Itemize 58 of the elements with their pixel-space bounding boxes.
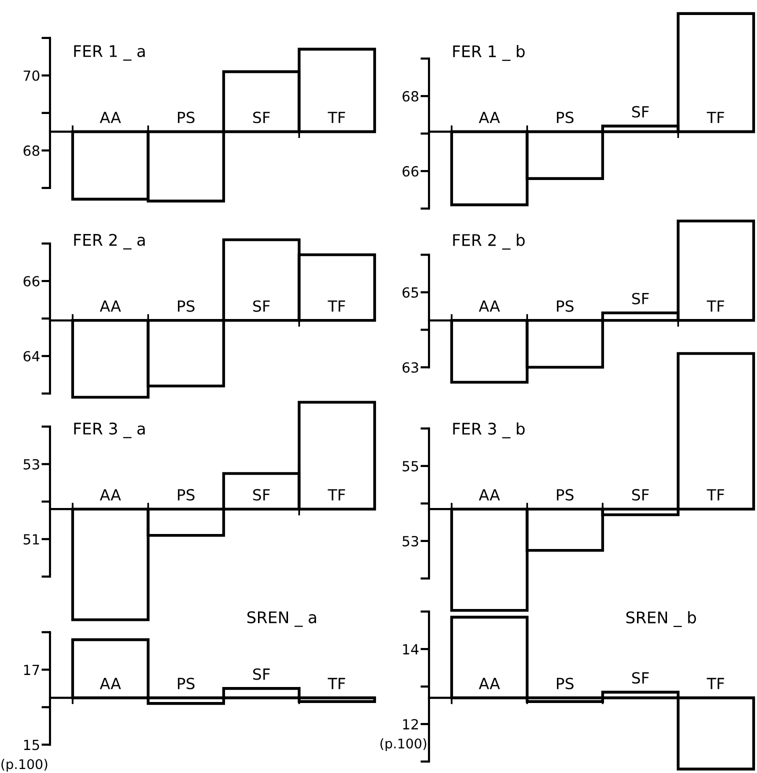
x-tick-label: TF [706,300,724,312]
y-tick-label: 51 [24,534,39,545]
y-tick-label: 53 [402,536,418,546]
x-tick-label: PS [556,678,574,690]
x-tick-label: AA [478,112,500,123]
y-tick-label: 68 [402,91,418,102]
x-tick-label: PS [178,678,195,690]
chart-title: FER 1 _ b [453,45,525,61]
y-tick-label: 64 [24,350,40,362]
x-tick-label: SF [632,292,649,304]
y-tick-label: 15 [24,740,40,750]
y-tick-label: 12 [403,719,418,730]
y-tick-label: 66 [24,276,40,286]
x-tick-label: SF [632,106,649,118]
x-tick-label: PS [178,112,195,124]
x-tick-label: TF [706,112,724,123]
x-tick-label: TF [328,300,346,312]
x-tick-label: SF [253,112,270,124]
x-tick-label: SF [632,672,649,684]
y-tick-label: 55 [402,461,418,472]
x-tick-label: AA [100,489,121,500]
chart-title: SREN _ b [626,611,696,627]
y-tick-label: 53 [24,459,40,470]
x-tick-label: TF [328,678,346,690]
x-tick-label: AA [478,678,500,690]
x-tick-label: PS [556,112,574,124]
text: (p.100) [1,758,48,772]
x-tick-label: AA [478,489,500,500]
y-tick-label: 66 [402,166,418,177]
x-tick-label: PS [556,489,574,501]
x-tick-label: TF [328,112,346,123]
x-tick-label: TF [706,678,724,690]
x-tick-label: AA [478,300,500,312]
y-tick-label: 68 [24,145,40,156]
x-tick-label: SF [632,489,649,501]
chart-title: FER 3 _ b [453,422,525,438]
x-tick-label: SF [253,300,270,312]
y-tick-label: 17 [24,664,40,675]
x-tick-label: AA [100,678,121,690]
chart-title: FER 3 _ a [74,422,145,438]
y-tick-label: 65 [402,287,418,298]
x-tick-label: PS [178,300,195,312]
x-tick-label: TF [328,489,346,500]
chart-title: FER 2 _ a [74,234,145,250]
text: (p.100) [380,738,426,752]
chart-title: FER 1 _ a [74,45,145,61]
y-tick-label: 70 [24,70,40,81]
y-tick-label: 14 [403,644,418,654]
x-tick-label: AA [100,300,121,312]
x-tick-label: PS [178,489,195,501]
x-tick-label: PS [556,300,574,312]
chart-title: FER 2 _ b [453,234,525,250]
x-tick-label: SF [253,668,270,680]
y-tick-label: 63 [402,362,418,373]
x-tick-label: AA [100,112,121,123]
chart-title: SREN _ a [247,611,316,627]
x-tick-label: SF [253,489,270,501]
x-tick-label: TF [706,489,724,500]
